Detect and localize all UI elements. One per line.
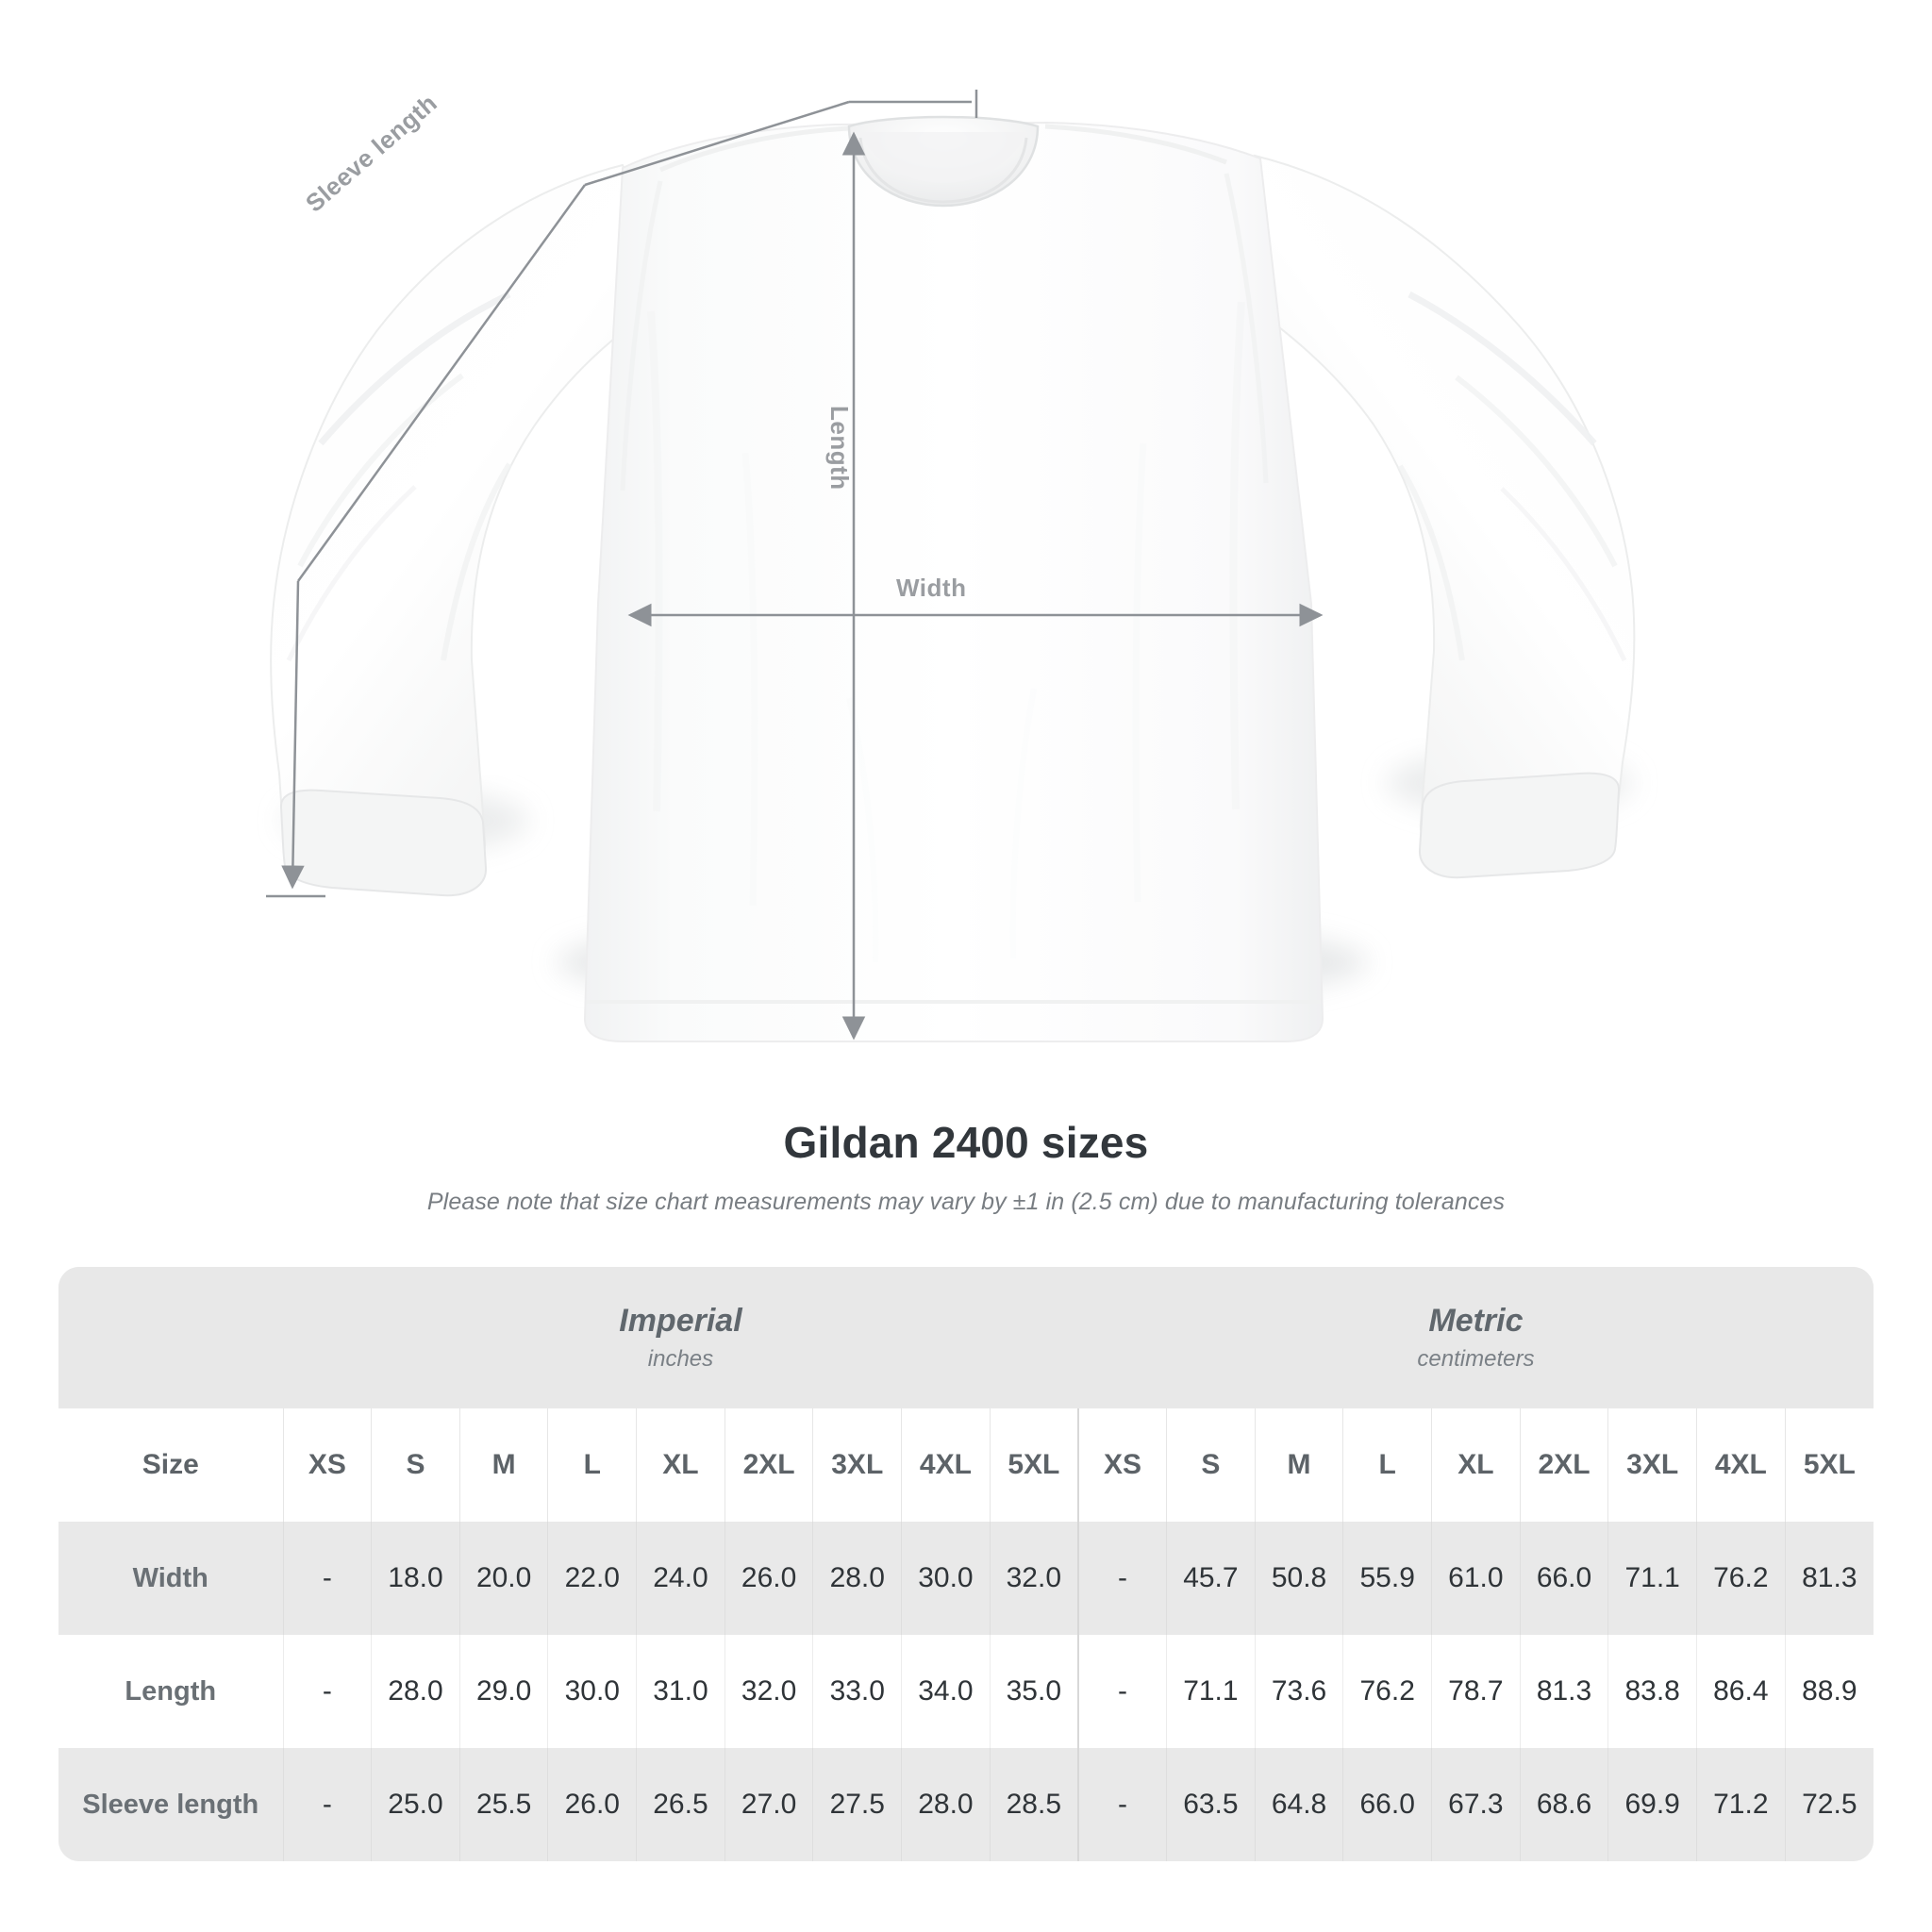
- unit-name-metric: Metric: [1428, 1303, 1524, 1340]
- cell-sleeve-imperial-xs: -: [282, 1748, 372, 1861]
- cell-width-metric-s: 45.7: [1166, 1522, 1256, 1635]
- cell-length-metric-m: 73.6: [1254, 1635, 1343, 1748]
- cell-sleeve-imperial-5xl: 28.5: [989, 1748, 1078, 1861]
- cell-length-imperial-3xl: 33.0: [812, 1635, 902, 1748]
- size-header-row: Size XS S M L XL 2XL 3XL 4XL 5XL XS S M …: [58, 1408, 1874, 1522]
- cell-width-imperial-m: 20.0: [458, 1522, 548, 1635]
- size-header-metric-5xl: 5XL: [1784, 1408, 1874, 1522]
- cell-sleeve-metric-4xl: 71.2: [1696, 1748, 1786, 1861]
- size-header-imperial-xl: XL: [636, 1408, 725, 1522]
- unit-sub-metric: centimeters: [1417, 1345, 1535, 1372]
- cell-length-metric-s: 71.1: [1166, 1635, 1256, 1748]
- cell-width-metric-m: 50.8: [1254, 1522, 1343, 1635]
- size-header-metric-3xl: 3XL: [1607, 1408, 1697, 1522]
- size-header-imperial-4xl: 4XL: [901, 1408, 991, 1522]
- length-annotation-label: Length: [825, 406, 854, 491]
- size-header-imperial-l: L: [547, 1408, 637, 1522]
- size-header-metric-2xl: 2XL: [1519, 1408, 1608, 1522]
- shirt-illustration: [270, 115, 1636, 1042]
- cell-sleeve-metric-xs: -: [1076, 1748, 1167, 1861]
- garment-diagram: Sleeve length Length Width: [266, 89, 1636, 1042]
- cell-sleeve-metric-l: 66.0: [1342, 1748, 1432, 1861]
- cell-sleeve-metric-s: 63.5: [1166, 1748, 1256, 1861]
- unit-header-imperial: Imperial inches: [283, 1267, 1078, 1408]
- size-header-imperial-s: S: [371, 1408, 460, 1522]
- cell-length-metric-5xl: 88.9: [1784, 1635, 1874, 1748]
- cell-width-imperial-5xl: 32.0: [989, 1522, 1078, 1635]
- cell-length-imperial-s: 28.0: [371, 1635, 460, 1748]
- table-row: Width - 18.0 20.0 22.0 24.0 26.0 28.0 30…: [58, 1522, 1874, 1635]
- cell-sleeve-metric-2xl: 68.6: [1519, 1748, 1608, 1861]
- cell-width-imperial-2xl: 26.0: [724, 1522, 813, 1635]
- cell-width-metric-2xl: 66.0: [1519, 1522, 1608, 1635]
- cell-sleeve-imperial-xl: 26.5: [636, 1748, 725, 1861]
- size-header-metric-xl: XL: [1431, 1408, 1521, 1522]
- cell-length-imperial-m: 29.0: [458, 1635, 548, 1748]
- table-row: Sleeve length - 25.0 25.5 26.0 26.5 27.0…: [58, 1748, 1874, 1861]
- cell-width-metric-5xl: 81.3: [1784, 1522, 1874, 1635]
- cell-length-metric-3xl: 83.8: [1607, 1635, 1697, 1748]
- unit-header-spacer: [58, 1267, 283, 1408]
- cell-sleeve-imperial-m: 25.5: [458, 1748, 548, 1861]
- cell-sleeve-metric-3xl: 69.9: [1607, 1748, 1697, 1861]
- cell-sleeve-metric-m: 64.8: [1254, 1748, 1343, 1861]
- cell-length-imperial-xl: 31.0: [636, 1635, 725, 1748]
- cell-length-imperial-l: 30.0: [547, 1635, 637, 1748]
- cell-length-imperial-xs: -: [282, 1635, 372, 1748]
- cell-length-imperial-4xl: 34.0: [901, 1635, 991, 1748]
- cell-sleeve-metric-5xl: 72.5: [1784, 1748, 1874, 1861]
- cell-width-imperial-l: 22.0: [547, 1522, 637, 1635]
- size-header-metric-4xl: 4XL: [1696, 1408, 1786, 1522]
- size-header-metric-xs: XS: [1076, 1408, 1167, 1522]
- cell-width-metric-3xl: 71.1: [1607, 1522, 1697, 1635]
- width-annotation-label: Width: [896, 574, 967, 602]
- size-header-label: Size: [58, 1408, 283, 1522]
- table-row: Length - 28.0 29.0 30.0 31.0 32.0 33.0 3…: [58, 1635, 1874, 1748]
- size-table: Imperial inches Metric centimeters Size …: [58, 1267, 1874, 1861]
- cell-length-imperial-2xl: 32.0: [724, 1635, 813, 1748]
- cell-sleeve-imperial-l: 26.0: [547, 1748, 637, 1861]
- cell-width-metric-l: 55.9: [1342, 1522, 1432, 1635]
- cell-width-imperial-s: 18.0: [371, 1522, 460, 1635]
- unit-sub-imperial: inches: [647, 1345, 714, 1372]
- size-header-imperial-2xl: 2XL: [724, 1408, 813, 1522]
- row-label-length: Length: [58, 1635, 283, 1748]
- row-label-sleeve-length: Sleeve length: [58, 1748, 283, 1861]
- size-header-imperial-xs: XS: [282, 1408, 372, 1522]
- cell-length-metric-xs: -: [1076, 1635, 1167, 1748]
- cell-width-imperial-xl: 24.0: [636, 1522, 725, 1635]
- size-table-container: Imperial inches Metric centimeters Size …: [58, 1267, 1874, 1861]
- unit-header-row: Imperial inches Metric centimeters: [58, 1267, 1874, 1408]
- size-header-imperial-5xl: 5XL: [989, 1408, 1078, 1522]
- cell-width-metric-xs: -: [1076, 1522, 1167, 1635]
- cell-length-imperial-5xl: 35.0: [989, 1635, 1078, 1748]
- cell-length-metric-2xl: 81.3: [1519, 1635, 1608, 1748]
- size-header-metric-s: S: [1166, 1408, 1256, 1522]
- cell-sleeve-imperial-s: 25.0: [371, 1748, 460, 1861]
- cell-length-metric-l: 76.2: [1342, 1635, 1432, 1748]
- title-block: Gildan 2400 sizes Please note that size …: [0, 1117, 1932, 1216]
- tolerance-note: Please note that size chart measurements…: [426, 1189, 1506, 1215]
- cell-width-imperial-3xl: 28.0: [812, 1522, 902, 1635]
- cell-width-metric-4xl: 76.2: [1696, 1522, 1786, 1635]
- cell-width-imperial-xs: -: [282, 1522, 372, 1635]
- unit-header-metric: Metric centimeters: [1077, 1267, 1874, 1408]
- size-header-imperial-3xl: 3XL: [812, 1408, 902, 1522]
- cell-sleeve-imperial-4xl: 28.0: [901, 1748, 991, 1861]
- cell-sleeve-imperial-3xl: 27.5: [812, 1748, 902, 1861]
- cell-length-metric-4xl: 86.4: [1696, 1635, 1786, 1748]
- cell-width-imperial-4xl: 30.0: [901, 1522, 991, 1635]
- cell-sleeve-metric-xl: 67.3: [1431, 1748, 1521, 1861]
- size-header-metric-l: L: [1342, 1408, 1432, 1522]
- size-header-metric-m: M: [1254, 1408, 1343, 1522]
- measurement-annotations: [266, 90, 1324, 1041]
- chart-title: Gildan 2400 sizes: [783, 1118, 1149, 1167]
- size-header-imperial-m: M: [458, 1408, 548, 1522]
- row-label-width: Width: [58, 1522, 283, 1635]
- cell-length-metric-xl: 78.7: [1431, 1635, 1521, 1748]
- unit-name-imperial: Imperial: [619, 1303, 742, 1340]
- cell-sleeve-imperial-2xl: 27.0: [724, 1748, 813, 1861]
- cell-width-metric-xl: 61.0: [1431, 1522, 1521, 1635]
